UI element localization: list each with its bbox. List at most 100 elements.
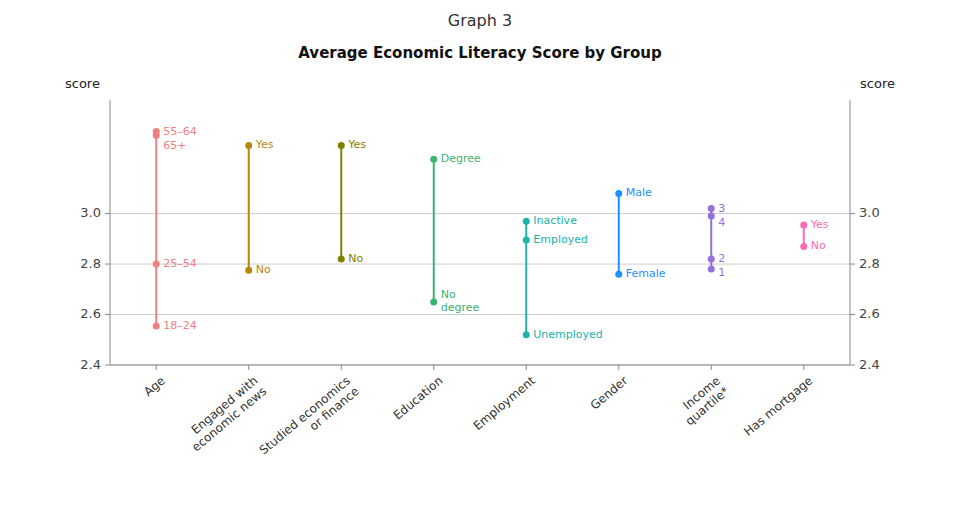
x-tick-label-group: Education <box>391 373 446 422</box>
text-line: or finance <box>307 384 362 433</box>
point-label: 18–24 <box>163 319 197 332</box>
point-label: 55–64 <box>163 125 197 138</box>
x-tick-label-group: Gender <box>588 373 631 412</box>
point-label: Unemployed <box>533 328 603 341</box>
dot <box>615 271 622 278</box>
text-line: economic news <box>189 384 269 454</box>
dot <box>245 267 252 274</box>
dot <box>430 156 437 163</box>
x-tick <box>248 365 249 370</box>
x-tick-label: Employment <box>471 373 538 433</box>
grid-line <box>110 264 850 265</box>
data-point-labels: 55–6465+ 25–54 18–24 Yes No Yes No Degree Nodegr… <box>163 125 829 341</box>
dot <box>430 298 437 305</box>
x-tick-label-group: Has mortgage <box>741 373 815 438</box>
y2-tick-label: 2.4 <box>859 357 880 372</box>
point-label: 25–54 <box>163 257 197 270</box>
text-line: 55–64 <box>163 125 197 138</box>
grid-line <box>110 213 850 214</box>
text-line: Female <box>626 267 666 280</box>
x-tick <box>526 365 527 370</box>
text-line: Has mortgage <box>741 373 815 438</box>
y-tick <box>105 213 110 214</box>
text-line: 25–54 <box>163 257 197 270</box>
dot <box>338 256 345 263</box>
dot <box>523 218 530 225</box>
text-line: Gender <box>588 373 631 412</box>
y2-axis-label: score <box>860 76 895 91</box>
point-label: Employed <box>533 233 588 246</box>
x-tick <box>618 365 619 370</box>
y-tick-label: 2.8 <box>80 256 101 271</box>
text-line: Age <box>141 373 168 399</box>
x-tick-label: Education <box>391 373 446 422</box>
point-label: Degree <box>441 152 481 165</box>
text-line: Yes <box>255 138 274 151</box>
dot <box>708 205 715 212</box>
point-label: 1 <box>718 266 725 279</box>
dot <box>523 331 530 338</box>
dot <box>245 142 252 149</box>
text-line: quartile* <box>683 384 732 428</box>
x-tick-label: Incomequartile* <box>674 373 732 428</box>
text-line: No <box>256 263 271 276</box>
text-line: Unemployed <box>533 328 603 341</box>
y2-axis-line <box>850 100 851 365</box>
point-label: 2 <box>718 252 725 265</box>
text-line: Degree <box>441 152 481 165</box>
dot <box>800 221 807 228</box>
x-tick-label-group: Age <box>141 373 168 399</box>
x-tick-label-group: Engaged witheconomic news <box>180 373 269 454</box>
y-tick-label: 2.4 <box>80 357 101 372</box>
dot <box>153 261 160 268</box>
text-line: Male <box>626 186 652 199</box>
y2-tick-label: 2.8 <box>859 256 880 271</box>
text-line: degree <box>441 301 480 314</box>
dot <box>338 142 345 149</box>
x-tick <box>156 365 157 370</box>
x-tick-label: Engaged witheconomic news <box>180 373 269 454</box>
text-line: Inactive <box>533 214 577 227</box>
x-tick-label-group: Studied economicsor finance <box>257 373 362 467</box>
text-line: 3 <box>718 202 725 215</box>
range-line <box>433 159 435 302</box>
text-line: 4 <box>718 216 725 229</box>
y2-tick <box>850 264 855 265</box>
grid <box>110 214 850 365</box>
point-label: 3 <box>718 202 725 215</box>
point-label: 4 <box>718 216 725 229</box>
point-label: No <box>256 263 271 276</box>
point-label: Yes <box>810 218 829 231</box>
text-line: Employed <box>533 233 588 246</box>
chart-container: Graph 3Average Economic Literacy Score b… <box>0 0 960 517</box>
text-line: 18–24 <box>163 319 197 332</box>
text-line: 1 <box>718 266 725 279</box>
text-line: 65+ <box>163 139 186 152</box>
dot <box>708 266 715 273</box>
x-tick <box>341 365 342 370</box>
y-tick <box>105 314 110 315</box>
text-line: Employment <box>471 373 538 433</box>
y2-tick <box>850 314 855 315</box>
y-axis-line <box>110 100 111 365</box>
y2-tick-label: 2.6 <box>859 306 880 321</box>
grid-line <box>110 365 850 366</box>
x-tick-label: Studied economicsor finance <box>257 373 362 467</box>
title: Graph 3 <box>448 11 512 30</box>
point-label: Yes <box>255 138 274 151</box>
x-tick-label: Gender <box>588 373 631 412</box>
text-line: Yes <box>347 138 366 151</box>
point-label: 65+ <box>163 139 186 152</box>
y2-tick-label: 3.0 <box>859 205 880 220</box>
dot <box>615 190 622 197</box>
y-tick <box>105 365 110 366</box>
y-tick-label: 3.0 <box>80 205 101 220</box>
text-line: Studied economics <box>257 373 353 457</box>
point-label: Nodegree <box>441 288 480 314</box>
y2-tick <box>850 213 855 214</box>
text-line: Education <box>391 373 446 422</box>
range-line <box>155 132 157 326</box>
point-label: Male <box>626 186 652 199</box>
text-line: No <box>441 288 456 301</box>
x-tick <box>803 365 804 370</box>
